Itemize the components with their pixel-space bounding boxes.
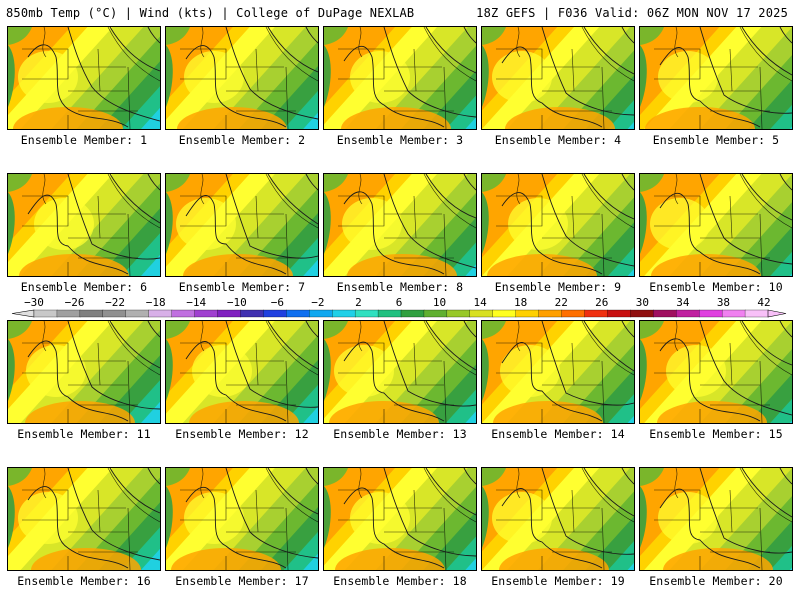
ensemble-member-map-15 <box>639 320 793 424</box>
ensemble-member-label: Ensemble Member: 6 <box>20 280 148 294</box>
ensemble-member-map-6 <box>7 173 161 277</box>
temperature-field-map <box>8 27 160 129</box>
colorbar-tick-label: −30 <box>24 296 44 309</box>
ensemble-member-map-9 <box>481 173 635 277</box>
ensemble-member-label: Ensemble Member: 2 <box>178 133 306 147</box>
ensemble-member-label: Ensemble Member: 4 <box>494 133 622 147</box>
colorbar-tick-label: −22 <box>105 296 126 309</box>
ensemble-member-map-5 <box>639 26 793 130</box>
ensemble-member-map-11 <box>7 320 161 424</box>
ensemble-member-label: Ensemble Member: 17 <box>175 574 309 588</box>
temperature-field-map <box>8 174 160 276</box>
colorbar-tick-label: 30 <box>635 296 649 309</box>
colorbar-tick-label: 2 <box>355 296 362 309</box>
ensemble-member-map-2 <box>165 26 319 130</box>
ensemble-member-label: Ensemble Member: 14 <box>491 427 625 441</box>
ensemble-member-map-17 <box>165 467 319 571</box>
colorbar-tick-label: 38 <box>716 296 731 309</box>
ensemble-member-label: Ensemble Member: 16 <box>17 574 151 588</box>
ensemble-member-label: Ensemble Member: 8 <box>336 280 464 294</box>
ensemble-member-map-20 <box>639 467 793 571</box>
ensemble-member-map-3 <box>323 26 477 130</box>
temperature-field-map <box>324 27 476 129</box>
ensemble-member-label: Ensemble Member: 9 <box>494 280 622 294</box>
ensemble-member-map-10 <box>639 173 793 277</box>
temperature-field-map <box>324 468 476 570</box>
colorbar-tick-label: 26 <box>595 296 609 309</box>
ensemble-member-label: Ensemble Member: 13 <box>333 427 467 441</box>
temperature-field-map <box>166 321 318 423</box>
temperature-field-map <box>640 468 792 570</box>
ensemble-member-label: Ensemble Member: 7 <box>178 280 306 294</box>
ensemble-member-label: Ensemble Member: 11 <box>17 427 151 441</box>
colorbar-tick-label: −18 <box>145 296 166 309</box>
colorbar-tick-label: −2 <box>311 296 325 309</box>
colorbar-tick-label: −10 <box>226 296 247 309</box>
ensemble-member-map-12 <box>165 320 319 424</box>
ensemble-member-label: Ensemble Member: 5 <box>652 133 780 147</box>
temperature-field-map <box>324 321 476 423</box>
ensemble-member-label: Ensemble Member: 3 <box>336 133 464 147</box>
colorbar-tick-label: 10 <box>432 296 447 309</box>
temperature-field-map <box>324 174 476 276</box>
ensemble-member-label: Ensemble Member: 10 <box>649 280 783 294</box>
ensemble-member-map-4 <box>481 26 635 130</box>
colorbar-labels: −30 −26 −22 −18 −14 −10 −6 −2 2 6 10 14 18 22 26 30 34 38… <box>0 296 800 309</box>
map-title: 850mb Temp (°C) | Wind (kts) | College o… <box>6 6 415 20</box>
colorbar-tick-label: −26 <box>64 296 85 309</box>
ensemble-member-map-18 <box>323 467 477 571</box>
temperature-field-map <box>166 468 318 570</box>
model-run-info: 18Z GEFS | F036 Valid: 06Z MON NOV 17 20… <box>476 6 788 20</box>
colorbar-tick-label: −6 <box>270 296 284 309</box>
colorbar-tick-label: −14 <box>186 296 207 309</box>
temperature-field-map <box>640 174 792 276</box>
colorbar-tick-label: 18 <box>514 296 528 309</box>
temperature-field-map <box>640 27 792 129</box>
temperature-field-map <box>8 468 160 570</box>
temperature-field-map <box>482 27 634 129</box>
ensemble-member-map-8 <box>323 173 477 277</box>
ensemble-member-map-7 <box>165 173 319 277</box>
colorbar-tick-label: 6 <box>395 296 403 309</box>
ensemble-member-map-16 <box>7 467 161 571</box>
ensemble-member-label: Ensemble Member: 12 <box>175 427 309 441</box>
temperature-field-map <box>482 174 634 276</box>
ensemble-member-label: Ensemble Member: 18 <box>333 574 467 588</box>
temperature-field-map <box>8 321 160 423</box>
ensemble-member-map-19 <box>481 467 635 571</box>
ensemble-member-label: Ensemble Member: 19 <box>491 574 625 588</box>
ensemble-member-label: Ensemble Member: 1 <box>20 133 148 147</box>
colorbar-tick-label: 34 <box>676 296 690 309</box>
temperature-field-map <box>166 174 318 276</box>
colorbar-svg <box>11 309 787 318</box>
temperature-field-map <box>482 468 634 570</box>
ensemble-member-map-1 <box>7 26 161 130</box>
ensemble-member-map-13 <box>323 320 477 424</box>
ensemble-member-label: Ensemble Member: 15 <box>649 427 783 441</box>
ensemble-member-map-14 <box>481 320 635 424</box>
temperature-field-map <box>166 27 318 129</box>
temperature-colorbar <box>0 296 800 318</box>
ensemble-member-label: Ensemble Member: 20 <box>649 574 783 588</box>
temperature-field-map <box>482 321 634 423</box>
temperature-field-map <box>640 321 792 423</box>
colorbar-tick-label: 14 <box>473 296 487 309</box>
colorbar-tick-label: 22 <box>554 296 568 309</box>
colorbar-tick-label: 42 <box>757 296 771 309</box>
